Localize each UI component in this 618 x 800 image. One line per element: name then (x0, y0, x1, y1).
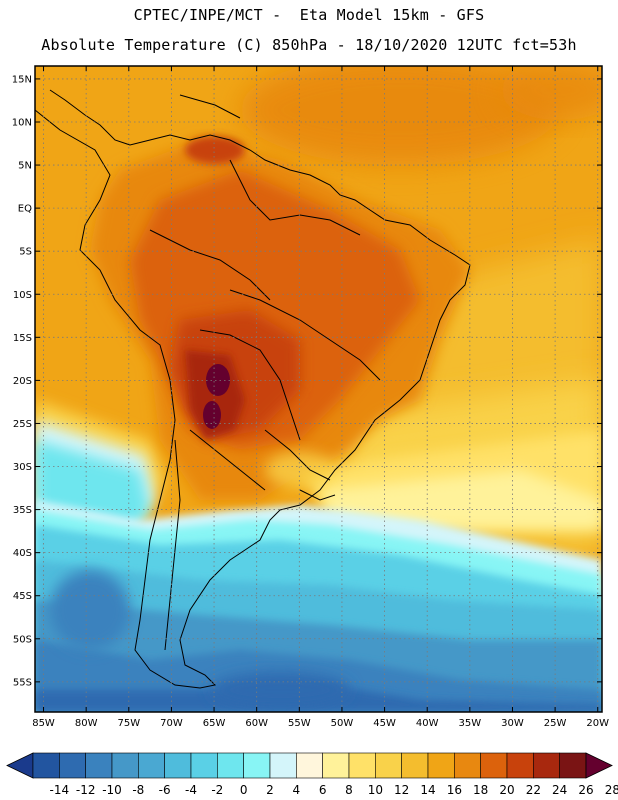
colorbar-box (111, 752, 139, 779)
colorbar-box (164, 752, 192, 779)
colorbar-overflow-triangle (585, 752, 613, 779)
colorbar-label: -8 (132, 783, 144, 797)
colorbar-box (401, 752, 429, 779)
colorbar-box (59, 752, 86, 779)
coastlines (35, 89, 471, 689)
colorbar-underflow-triangle (6, 752, 34, 779)
longitude-labels: 85W 80W 75W 70W 65W 60W 55W 50W 45W 40W 35W 30W 25W 2… (32, 66, 609, 729)
colorbar-label: 8 (345, 783, 353, 797)
colorbar-label: 26 (578, 783, 593, 797)
colorbar-box (506, 752, 534, 779)
colorbar-label: 12 (394, 783, 409, 797)
colorbar-label: -10 (102, 783, 122, 797)
lat-label: 20S (13, 376, 32, 387)
lat-label: 55S (13, 677, 32, 688)
lon-label: 75W (117, 718, 140, 729)
map-frame (34, 65, 603, 713)
latitude-labels: 15N 10N 5N EQ 5S 10S 15S 20S 25S 30S 35S 40S 45S 50S 5… (12, 74, 602, 688)
colorbar-box (427, 752, 455, 779)
colorbar: -14 -12 -10 -8 -6 -4 -2 0 2 4 6 8 10 12 14 16 18 20 22 24 26… (6, 752, 618, 797)
colorbar-box (322, 752, 350, 779)
lat-label: 15S (13, 333, 32, 344)
colorbar-label: 6 (319, 783, 327, 797)
colorbar-label: 0 (240, 783, 248, 797)
colorbar-label: -12 (76, 783, 96, 797)
lat-label: 15N (12, 74, 32, 85)
colorbar-label: 4 (293, 783, 301, 797)
colorbar-label: -2 (211, 783, 223, 797)
colorbar-box (480, 752, 508, 779)
lat-label: 40S (13, 548, 32, 559)
colorbar-box (296, 752, 323, 779)
lon-label: 45W (373, 718, 396, 729)
lat-label: 45S (13, 591, 32, 602)
colorbar-box (348, 752, 376, 779)
chart-title-line1: CPTEC/INPE/MCT - Eta Model 15km - GFS (133, 6, 485, 24)
colorbar-label: -14 (50, 783, 70, 797)
lat-label: 50S (13, 634, 32, 645)
colorbar-label: 24 (552, 783, 567, 797)
lon-label: 60W (245, 718, 268, 729)
lon-label: 25W (544, 718, 567, 729)
colorbar-label: 18 (473, 783, 488, 797)
colorbar-label: 10 (368, 783, 383, 797)
colorbar-box (559, 752, 587, 779)
colorbar-label: 16 (447, 783, 462, 797)
chart-title-line2: Absolute Temperature (C) 850hPa - 18/10/… (41, 36, 577, 54)
lon-label: 80W (75, 718, 98, 729)
lon-label: 85W (32, 718, 55, 729)
lon-label: 35W (459, 718, 482, 729)
colorbar-label: 14 (420, 783, 435, 797)
colorbar-label: 2 (266, 783, 274, 797)
colorbar-box (454, 752, 481, 779)
lat-label: 25S (13, 419, 32, 430)
lon-label: 65W (203, 718, 226, 729)
lat-label: 30S (13, 462, 32, 473)
colorbar-label: 20 (499, 783, 514, 797)
lon-label: 55W (288, 718, 311, 729)
lat-label: EQ (18, 204, 32, 215)
colorbar-box (32, 752, 60, 779)
colorbar-box (533, 752, 560, 779)
lat-label: 5S (19, 247, 32, 258)
colorbar-box (269, 752, 297, 779)
colorbar-box (243, 752, 271, 779)
colorbar-box (375, 752, 402, 779)
colorbar-box (190, 752, 218, 779)
colorbar-box (217, 752, 244, 779)
colorbar-box (85, 752, 113, 779)
colorbar-label: 22 (526, 783, 541, 797)
colorbar-label: -4 (185, 783, 197, 797)
lon-label: 40W (416, 718, 439, 729)
lon-label: 20W (586, 718, 609, 729)
colorbar-label: 28 (605, 783, 618, 797)
lon-label: 30W (501, 718, 524, 729)
lon-label: 50W (331, 718, 354, 729)
lat-label: 10N (12, 117, 32, 128)
lat-label: 5N (18, 161, 32, 172)
colorbar-box (138, 752, 165, 779)
lat-label: 35S (13, 505, 32, 516)
colorbar-label: -6 (159, 783, 171, 797)
lon-label: 70W (160, 718, 183, 729)
temperature-field (35, 66, 602, 712)
lat-label: 10S (13, 290, 32, 301)
lat-lon-grid (35, 66, 602, 712)
